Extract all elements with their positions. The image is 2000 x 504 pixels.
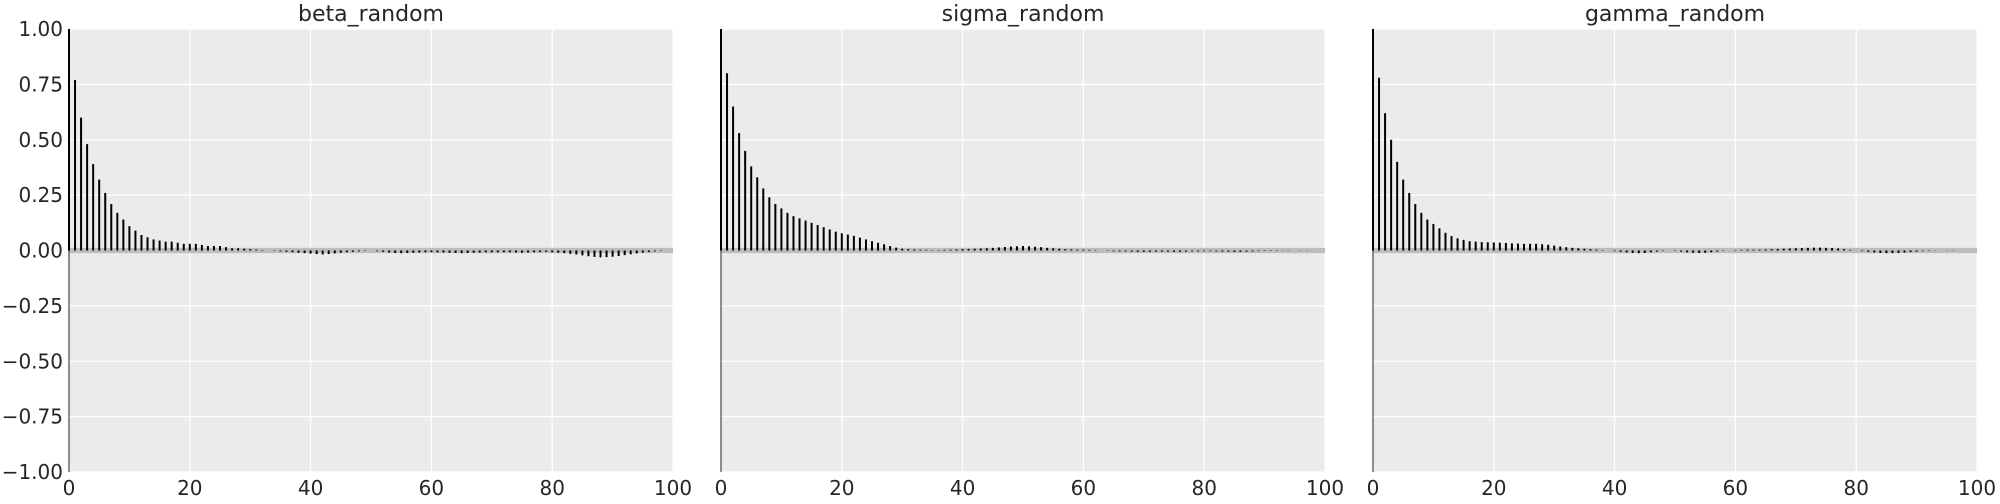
y-tick-label: −0.25 — [2, 294, 63, 318]
x-tick-label: 100 — [654, 476, 692, 500]
y-tick-label: −0.50 — [2, 349, 63, 373]
x-tick-label: 20 — [1481, 476, 1506, 500]
y-tick-label: 0.00 — [18, 239, 63, 263]
y-tick-label: 0.50 — [18, 128, 63, 152]
x-tick-label: 60 — [419, 476, 444, 500]
acf-panel-1: sigma_random 0 20 40 60 80 100 — [715, 2, 1344, 500]
x-tick-label: 40 — [1602, 476, 1627, 500]
acf-panel-0: beta_random 0 20 40 60 80 100 1.00 0.75 0.50 0.25 0… — [2, 2, 692, 500]
y-tick-label: 0.75 — [18, 72, 63, 96]
acf-panel-2: gamma_random 0 20 40 60 80 100 — [1367, 2, 1996, 500]
y-tick-label: 1.00 — [18, 17, 63, 41]
x-tick-label: 40 — [298, 476, 323, 500]
x-tick-label: 60 — [1071, 476, 1096, 500]
chart-title: beta_random — [298, 2, 444, 27]
x-tick-label: 100 — [1306, 476, 1344, 500]
y-tick-label: −0.75 — [2, 405, 63, 429]
x-tick-label: 100 — [1958, 476, 1996, 500]
confidence-band — [69, 247, 673, 254]
y-tick-label: −1.00 — [2, 460, 63, 484]
x-tick-label: 20 — [829, 476, 854, 500]
x-tick-label: 0 — [1367, 476, 1380, 500]
x-tick-label: 80 — [539, 476, 564, 500]
x-tick-label: 20 — [177, 476, 202, 500]
y-tick-label: 0.25 — [18, 183, 63, 207]
x-tick-label: 0 — [63, 476, 76, 500]
x-tick-label: 60 — [1723, 476, 1748, 500]
x-tick-label: 0 — [715, 476, 728, 500]
x-tick-label: 80 — [1191, 476, 1216, 500]
x-tick-label: 80 — [1843, 476, 1868, 500]
x-tick-label: 40 — [950, 476, 975, 500]
chart-title: gamma_random — [1585, 2, 1765, 27]
chart-title: sigma_random — [942, 2, 1105, 27]
